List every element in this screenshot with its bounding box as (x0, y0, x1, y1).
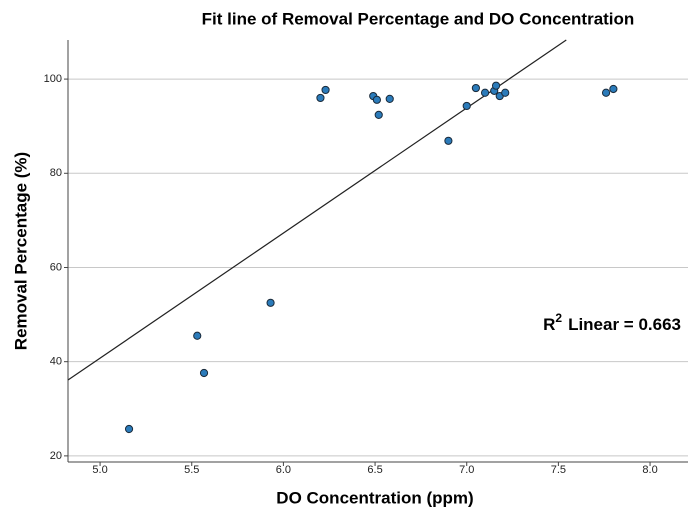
annotation-rest: Linear = 0.663 (568, 315, 681, 334)
point (372, 95, 382, 104)
point (124, 424, 134, 434)
x-tick-label: 7.5 (551, 464, 566, 476)
fit-line (67, 39, 567, 381)
point (199, 368, 209, 378)
point (462, 101, 471, 111)
x-axis-label: DO Concentration (ppm) (276, 488, 473, 507)
r-squared-annotation: R2 Linear = 0.663 (543, 311, 681, 334)
annotation-text: R (543, 315, 555, 334)
point (501, 88, 510, 97)
point (193, 331, 202, 340)
point (609, 84, 618, 94)
annotation-superscript: 2 (555, 311, 562, 325)
y-tick-label: 20 (50, 450, 62, 462)
point (480, 88, 490, 97)
point (316, 93, 325, 103)
x-tick-label: 6.5 (367, 464, 382, 476)
point (321, 85, 330, 95)
x-tick-label: 8.0 (642, 464, 657, 476)
y-tick-label: 40 (50, 356, 62, 368)
point (491, 81, 501, 90)
y-tick-label: 80 (50, 167, 62, 179)
point (385, 94, 394, 103)
point (444, 136, 453, 145)
point (374, 110, 383, 119)
y-axis-label: Removal Percentage (%) (11, 152, 30, 350)
x-tick-label: 5.0 (92, 464, 107, 476)
point (471, 83, 480, 93)
x-tick-label: 7.0 (459, 464, 474, 476)
y-tick-label: 100 (44, 73, 62, 85)
y-tick-label: 60 (50, 261, 62, 273)
x-tick-label: 6.0 (276, 464, 291, 476)
point (266, 298, 275, 307)
chart-title: Fit line of Removal Percentage and DO Co… (202, 9, 635, 28)
x-tick-label: 5.5 (184, 464, 199, 476)
point (601, 88, 611, 97)
